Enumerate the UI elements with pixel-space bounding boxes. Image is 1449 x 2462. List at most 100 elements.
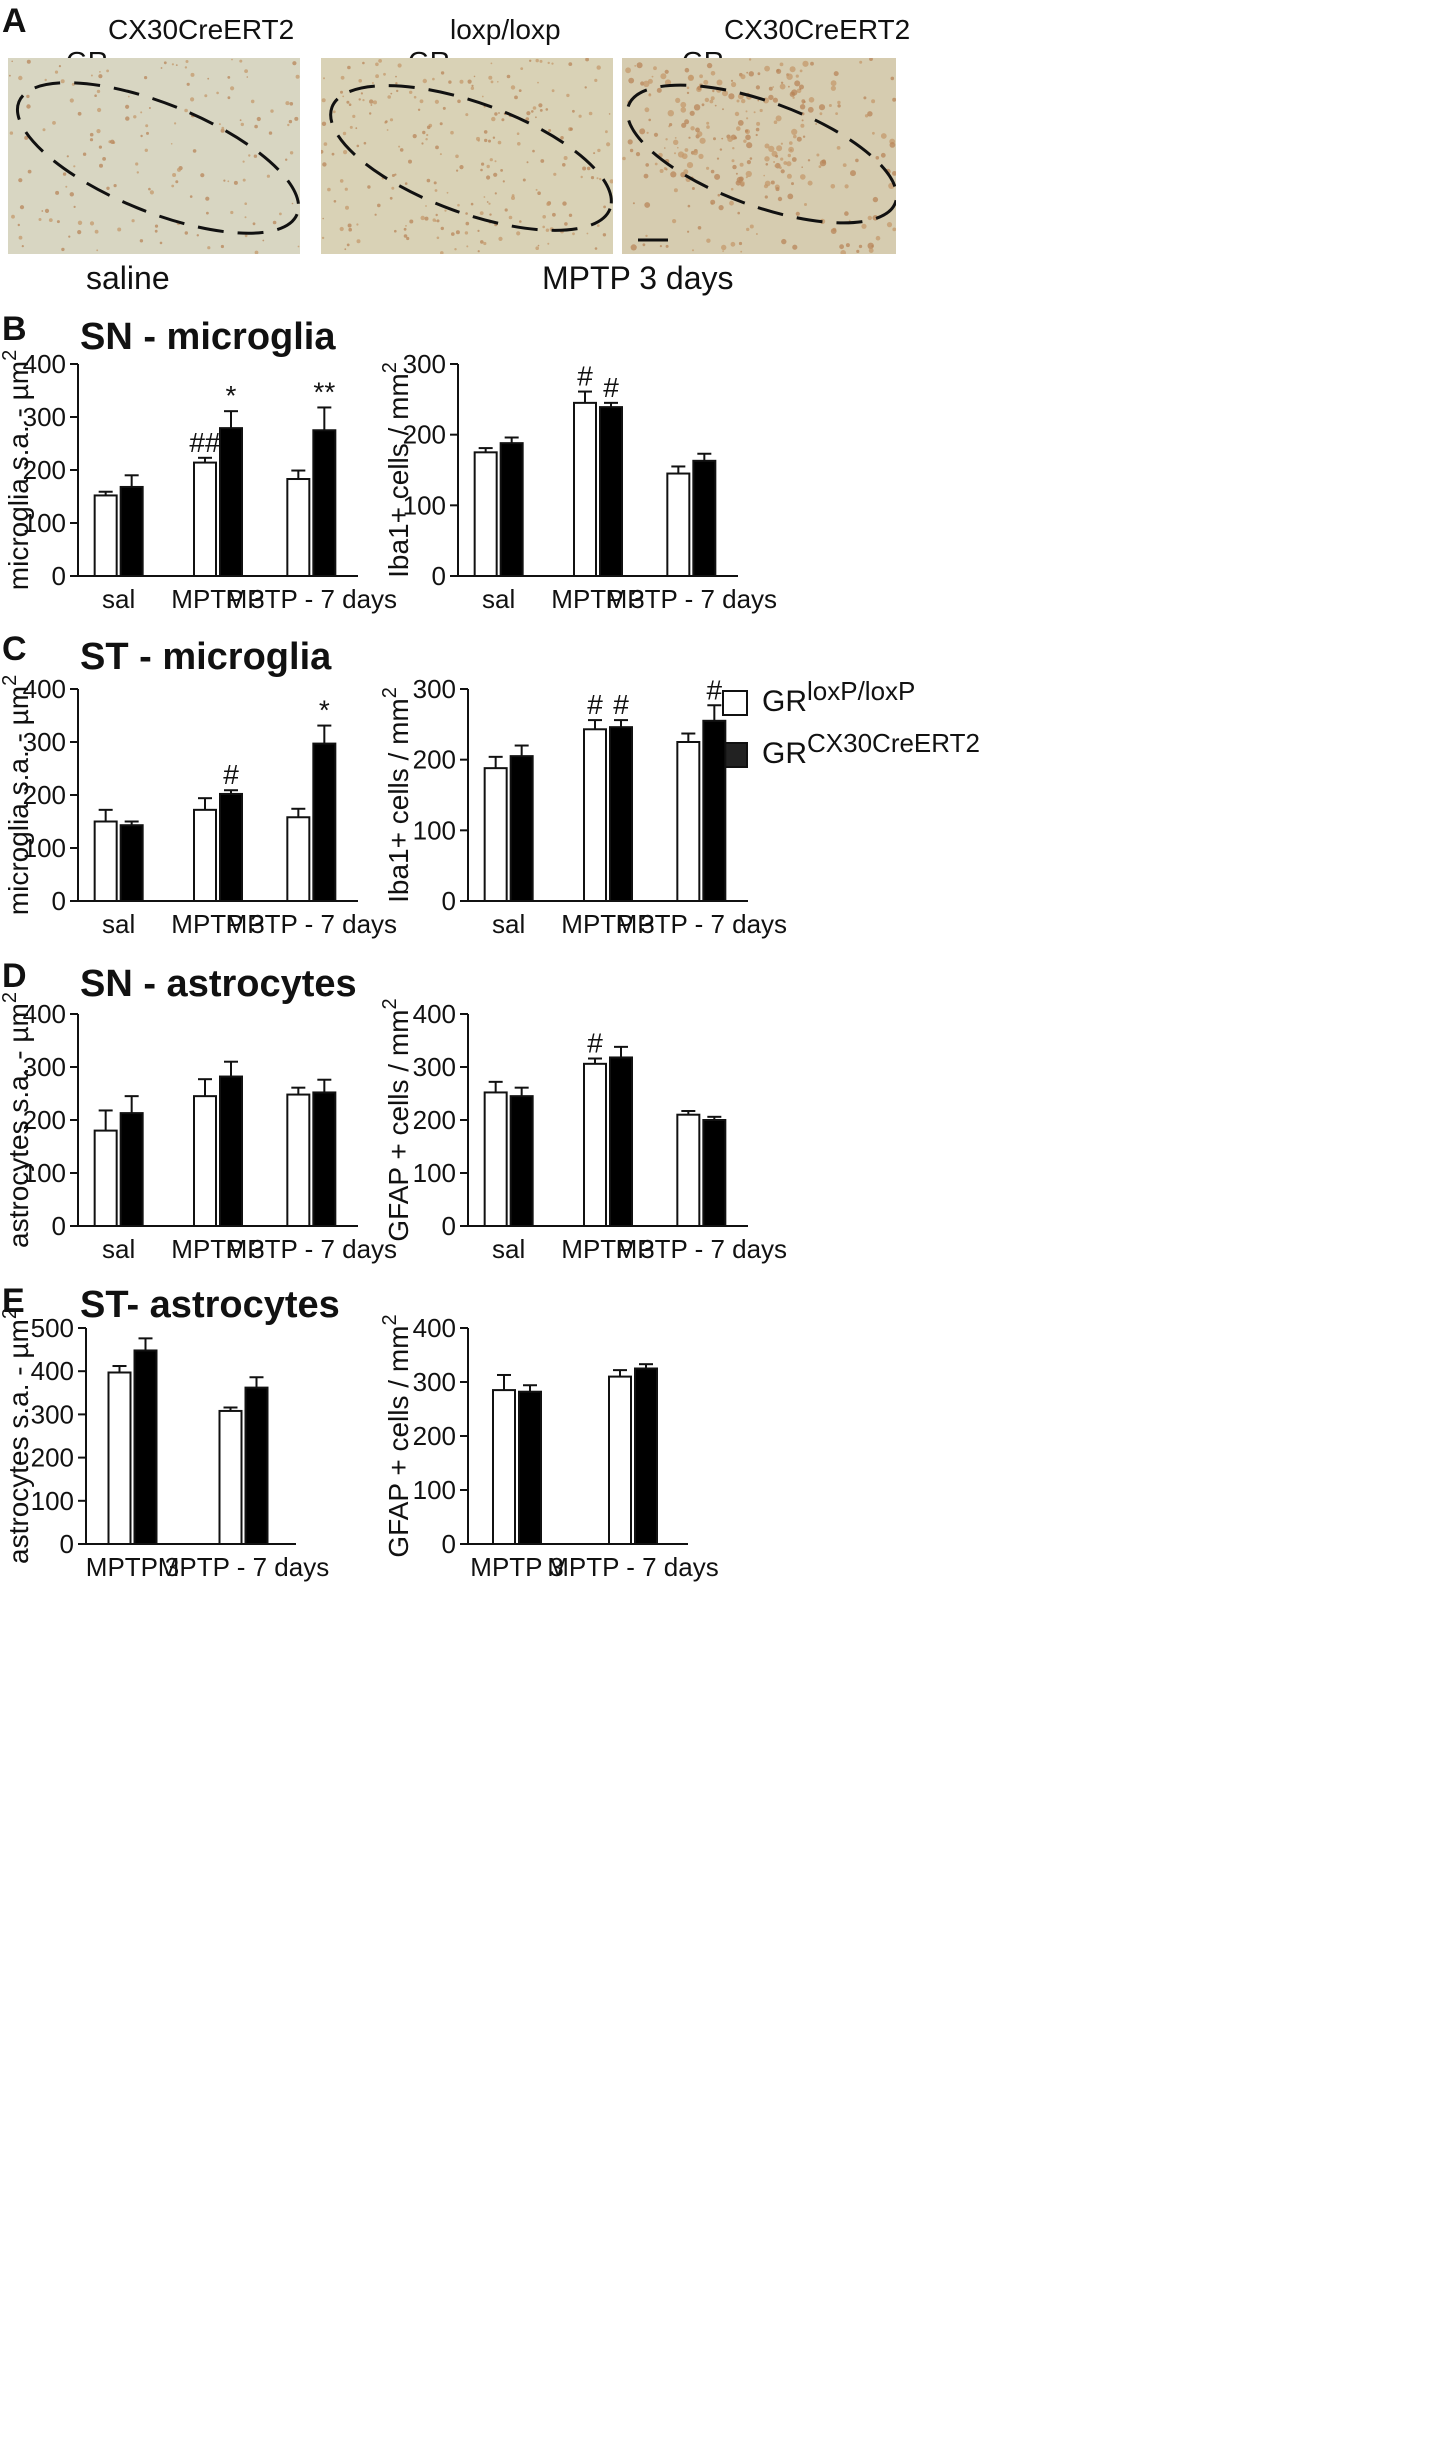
- texture-dot: [643, 80, 650, 87]
- texture-dot: [346, 100, 350, 104]
- texture-dot: [218, 123, 221, 126]
- texture-dot: [727, 136, 733, 142]
- texture-dot: [358, 98, 361, 101]
- texture-dot: [369, 99, 374, 104]
- texture-dot: [391, 186, 395, 190]
- texture-dot: [98, 145, 102, 149]
- texture-dot: [395, 82, 398, 85]
- texture-dot: [692, 249, 694, 252]
- texture-dot: [375, 62, 379, 67]
- texture-dot: [551, 62, 554, 65]
- texture-dot: [892, 227, 896, 232]
- texture-dot: [842, 163, 847, 167]
- texture-dot: [890, 76, 895, 81]
- texture-dot: [297, 245, 300, 248]
- texture-dot: [69, 192, 74, 197]
- texture-dot: [68, 235, 71, 238]
- texture-dot: [519, 220, 522, 223]
- texture-dot: [632, 202, 635, 205]
- texture-dot: [288, 119, 293, 124]
- bar-loxp: [483, 1091, 508, 1227]
- texture-dot: [502, 180, 505, 183]
- y-tick-label: 0: [442, 1211, 456, 1241]
- y-axis-label-sup: 2: [0, 1308, 21, 1319]
- texture-dot: [117, 227, 122, 232]
- texture-dot: [97, 107, 102, 113]
- texture-dot: [69, 98, 74, 103]
- texture-dot: [786, 161, 792, 167]
- panel-letter-a: A: [2, 2, 27, 40]
- texture-dot: [356, 144, 360, 148]
- texture-dot: [588, 111, 593, 116]
- y-tick-label: 0: [52, 561, 66, 591]
- texture-dot: [697, 226, 702, 230]
- bar-cx30: [119, 1112, 144, 1227]
- texture-dot: [18, 75, 23, 81]
- texture-dot: [730, 187, 734, 191]
- texture-dot: [321, 236, 325, 240]
- texture-dot: [665, 244, 669, 248]
- texture-dot: [731, 159, 735, 163]
- texture-dot: [830, 85, 836, 91]
- texture-dot: [471, 84, 474, 87]
- texture-dot: [886, 222, 893, 228]
- y-tick-label: 300: [23, 1052, 66, 1082]
- texture-dot: [426, 125, 431, 130]
- texture-dot: [535, 58, 539, 63]
- texture-dot: [397, 63, 402, 68]
- texture-dot: [539, 109, 543, 112]
- texture-dot: [757, 99, 760, 102]
- texture-dot: [773, 120, 778, 124]
- texture-dot: [342, 131, 347, 136]
- texture-dot: [542, 225, 545, 229]
- y-axis-label-sup: 2: [379, 687, 401, 698]
- texture-dot: [686, 91, 690, 95]
- category-label: MPTP - 7 days: [226, 584, 397, 614]
- texture-dot: [346, 243, 350, 247]
- texture-dot: [481, 162, 485, 166]
- texture-dot: [89, 132, 94, 137]
- texture-dot: [435, 213, 438, 217]
- texture-dot: [535, 246, 539, 250]
- texture-dot: [244, 69, 249, 73]
- texture-dot: [27, 169, 32, 174]
- bar-cx30: [244, 1386, 269, 1545]
- texture-dot: [788, 85, 790, 88]
- texture-dot: [864, 114, 869, 118]
- texture-dot: [73, 165, 76, 168]
- y-axis-label: Iba1+ cells / mm2: [379, 362, 414, 578]
- texture-dot: [488, 75, 493, 80]
- texture-dot: [675, 97, 681, 103]
- bar-cx30: [518, 1390, 542, 1545]
- texture-dot: [339, 179, 344, 183]
- caption-mptp: MPTP 3 days: [542, 260, 734, 296]
- texture-dot: [757, 72, 761, 76]
- texture-dot: [321, 149, 324, 154]
- texture-dot: [716, 157, 720, 160]
- texture-dot: [200, 173, 205, 178]
- bar-loxp: [193, 808, 217, 902]
- texture-dot: [830, 184, 836, 189]
- texture-dot: [171, 184, 175, 188]
- texture-dot: [446, 191, 449, 194]
- texture-dot: [342, 95, 345, 98]
- category-label: MPTP 3: [561, 909, 654, 939]
- texture-dot: [377, 203, 381, 208]
- bar-loxp: [193, 461, 217, 577]
- texture-dot: [106, 186, 110, 190]
- texture-dot: [789, 66, 796, 73]
- texture-dot: [48, 218, 53, 223]
- texture-dot: [745, 134, 751, 141]
- texture-dot: [486, 175, 491, 180]
- texture-dot: [508, 215, 513, 220]
- texture-dot: [713, 137, 716, 141]
- bar-cx30: [119, 485, 144, 578]
- bar-loxp: [583, 728, 607, 902]
- texture-dot: [106, 69, 109, 73]
- texture-dot: [125, 104, 130, 109]
- texture-dot: [345, 205, 349, 210]
- texture-dot: [800, 123, 805, 128]
- texture-dot: [394, 229, 397, 233]
- texture-dot: [192, 149, 197, 153]
- texture-dot: [424, 216, 429, 221]
